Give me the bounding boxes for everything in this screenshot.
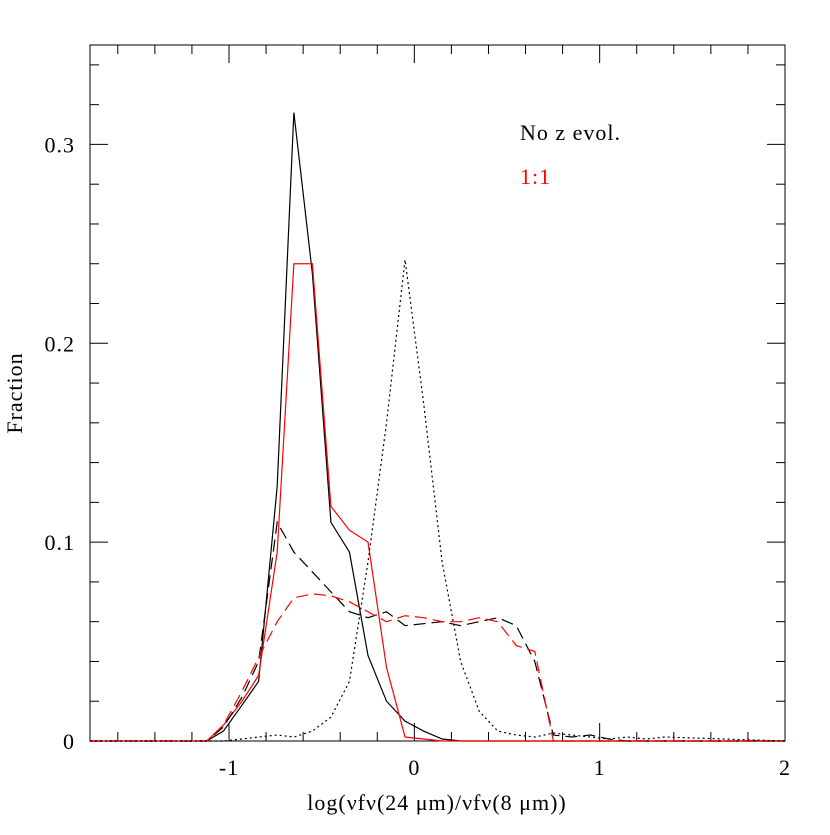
annotation: 1:1: [520, 164, 551, 189]
y-tick-label: 0.3: [45, 132, 76, 157]
plot-frame: [89, 44, 786, 742]
x-tick-label: 2: [779, 755, 791, 780]
series-line: [90, 112, 785, 742]
series-line: [90, 259, 786, 742]
annotation: No z evol.: [520, 120, 621, 145]
x-tick-label: 0: [408, 755, 420, 780]
x-tick-label: 1: [594, 755, 606, 780]
x-axis-label: log(νfν(24 μm)/νfν(8 μm)): [307, 790, 566, 815]
y-axis-label: Fraction: [2, 352, 27, 433]
series-line: [90, 593, 785, 742]
y-tick-label: 0.2: [45, 331, 76, 356]
y-tick-label: 0.1: [45, 530, 76, 555]
x-tick-label: -1: [219, 755, 239, 780]
y-tick-label: 0: [63, 729, 75, 754]
series-line: [90, 520, 785, 742]
series-line: [90, 263, 785, 742]
